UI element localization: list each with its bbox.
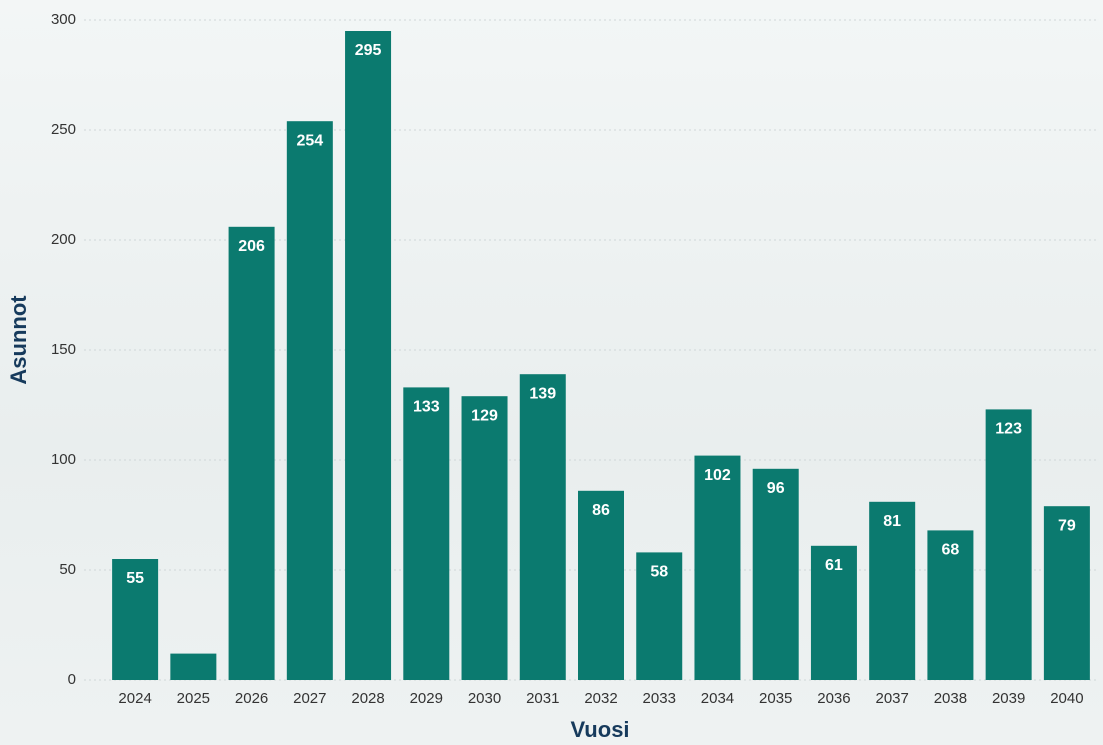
x-tick-label: 2024 [118, 690, 151, 707]
bar [519, 374, 566, 680]
y-tick-label: 200 [51, 231, 76, 248]
value-label: 206 [238, 238, 265, 255]
value-label: 61 [825, 557, 843, 574]
bar [869, 501, 916, 680]
x-axis-title: Vuosi [570, 717, 629, 742]
value-label: 81 [883, 513, 901, 530]
y-axis-title: Asunnot [6, 295, 31, 385]
bar [1043, 506, 1090, 680]
x-tick-label: 2031 [526, 690, 559, 707]
x-tick-label: 2032 [584, 690, 617, 707]
bar [694, 455, 741, 680]
bar [286, 121, 333, 680]
bar [170, 653, 217, 680]
value-label: 133 [413, 399, 440, 416]
y-tick-label: 150 [51, 341, 76, 358]
x-tick-label: 2038 [934, 690, 967, 707]
x-tick-label: 2037 [875, 690, 908, 707]
x-tick-label: 2035 [759, 690, 792, 707]
x-tick-label: 2026 [235, 690, 268, 707]
x-tick-label: 2025 [177, 690, 210, 707]
value-label: 129 [471, 407, 498, 424]
bar [985, 409, 1032, 680]
value-label: 58 [650, 564, 668, 581]
value-label: 139 [529, 385, 556, 402]
y-tick-label: 0 [68, 671, 76, 688]
value-label: 68 [942, 542, 960, 559]
value-label: 55 [126, 570, 144, 587]
bar [810, 545, 857, 680]
x-tick-label: 2028 [351, 690, 384, 707]
value-label: 123 [995, 421, 1022, 438]
value-label: 295 [355, 42, 382, 59]
y-tick-label: 100 [51, 451, 76, 468]
value-label: 96 [767, 480, 785, 497]
value-label: 102 [704, 467, 731, 484]
bar [636, 552, 683, 680]
y-tick-label: 300 [51, 11, 76, 28]
x-tick-label: 2030 [468, 690, 501, 707]
x-tick-label: 2029 [410, 690, 443, 707]
x-tick-label: 2027 [293, 690, 326, 707]
x-tick-label: 2040 [1050, 690, 1083, 707]
x-tick-label: 2036 [817, 690, 850, 707]
bar [228, 226, 275, 681]
x-tick-label: 2039 [992, 690, 1025, 707]
y-tick-label: 250 [51, 121, 76, 138]
value-label: 86 [592, 502, 610, 519]
bar [461, 396, 508, 680]
value-label: 254 [296, 132, 323, 149]
y-tick-label: 50 [59, 561, 76, 578]
bar [403, 387, 450, 680]
bar [578, 490, 624, 680]
x-tick-label: 2033 [643, 690, 676, 707]
bar [345, 31, 392, 680]
bar [752, 468, 799, 680]
bar [927, 530, 974, 680]
value-label: 79 [1058, 517, 1076, 534]
x-tick-label: 2034 [701, 690, 734, 707]
bar [112, 559, 159, 680]
